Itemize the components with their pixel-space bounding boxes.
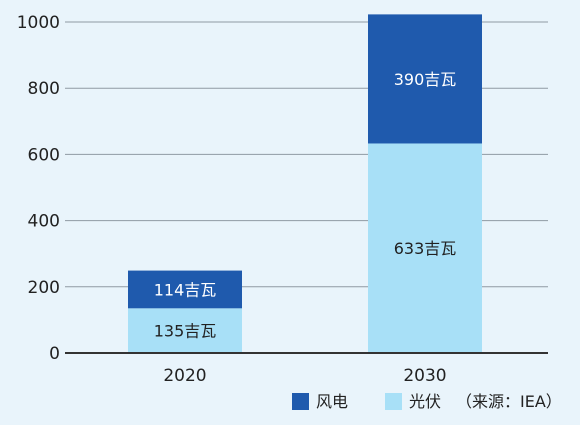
y-tick-label: 1000 <box>17 13 60 33</box>
y-axis-ticks: 0 200 400 600 800 1000 <box>17 13 60 364</box>
bar-2020-series-1 <box>128 270 242 309</box>
x-category-label: 2020 <box>163 366 206 386</box>
legend-label: 风电 <box>316 392 348 411</box>
bar-data-label: 390吉瓦 <box>394 70 457 89</box>
bar-data-label: 135吉瓦 <box>154 322 217 341</box>
x-category-label: 2030 <box>403 366 446 386</box>
legend: 风电 光伏 （来源：IEA） <box>292 392 562 411</box>
legend-swatch-series-0 <box>385 393 402 410</box>
y-tick-label: 800 <box>28 79 60 99</box>
y-tick-label: 200 <box>28 278 60 298</box>
y-tick-label: 0 <box>49 344 60 364</box>
legend-swatch-series-1 <box>292 393 309 410</box>
bar-2030-series-1 <box>368 14 482 144</box>
bar-2030-series-0 <box>368 143 482 353</box>
y-tick-label: 400 <box>28 212 60 232</box>
source-note: （来源：IEA） <box>456 392 562 411</box>
bars: 135吉瓦 114吉瓦 633吉瓦 390吉瓦 <box>128 14 482 353</box>
legend-label: 光伏 <box>409 392 441 411</box>
bar-2020-series-0 <box>128 308 242 353</box>
x-axis-categories: 2020 2030 <box>163 366 446 386</box>
bar-data-label: 114吉瓦 <box>154 280 217 299</box>
bar-data-label: 633吉瓦 <box>394 239 457 258</box>
y-tick-label: 600 <box>28 145 60 165</box>
